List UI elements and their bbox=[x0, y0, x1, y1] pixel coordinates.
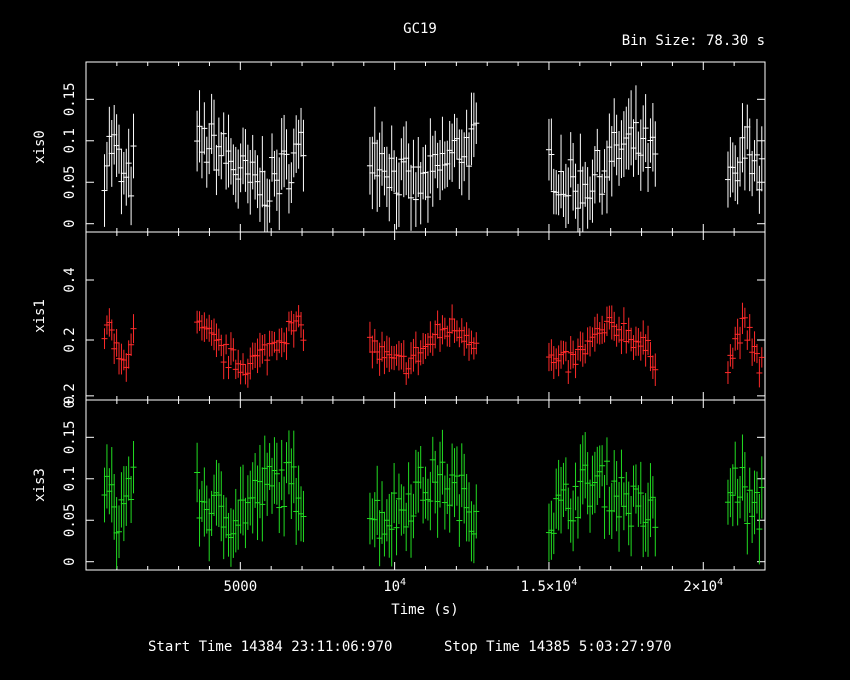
y-tick-label: 0.15 bbox=[62, 420, 78, 454]
y-tick-label: 0.4 bbox=[62, 267, 78, 292]
panel-xis0: 0 0.05 0.1 0.15 xis0 bbox=[32, 61, 766, 233]
y-tick-label: 0.1 bbox=[62, 128, 78, 153]
y-axis-label: xis0 bbox=[32, 130, 48, 164]
y-tick-label: 0 bbox=[62, 557, 78, 565]
y-tick-label: 0 bbox=[62, 219, 78, 227]
start-time-label: Start Time 14384 23:11:06:970 bbox=[148, 639, 392, 655]
x-tick-label: 2×104 bbox=[683, 577, 723, 595]
x-tick-label: 104 bbox=[383, 577, 406, 595]
y-tick-label: 0.05 bbox=[62, 165, 78, 199]
chart-title: GC19 bbox=[403, 21, 437, 37]
y-tick-label: 0.1 bbox=[62, 466, 78, 491]
x-tick-label: 1.5×104 bbox=[521, 577, 578, 595]
panel-xis1: 0.2 0.4 0 xis1 bbox=[32, 231, 766, 404]
x-axis-label: Time (s) bbox=[391, 602, 458, 618]
y-tick-label: 0.2 bbox=[62, 383, 78, 408]
y-tick-label: 0.2 bbox=[62, 327, 78, 352]
y-axis-label: xis3 bbox=[32, 468, 48, 502]
bin-size-label: Bin Size: 78.30 s bbox=[622, 33, 765, 49]
y-tick-label: 0.15 bbox=[62, 82, 78, 116]
panel-frame bbox=[85, 231, 766, 401]
stop-time-label: Stop Time 14385 5:03:27:970 bbox=[444, 639, 672, 655]
x-tick-label: 5000 bbox=[223, 579, 257, 595]
panel-xis3: 0 0.05 0.1 0.15 0.2 xis3 bbox=[32, 383, 766, 571]
y-tick-label: 0 bbox=[62, 396, 78, 404]
y-axis-label: xis1 bbox=[32, 299, 48, 333]
y-tick-label: 0.05 bbox=[62, 503, 78, 537]
